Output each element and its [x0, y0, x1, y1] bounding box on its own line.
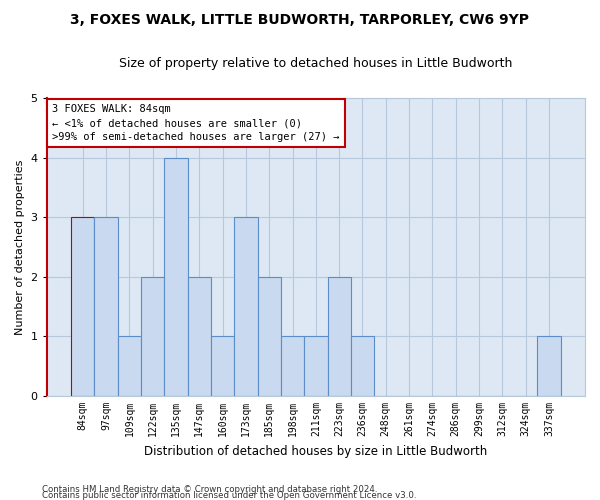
- Text: 3 FOXES WALK: 84sqm
← <1% of detached houses are smaller (0)
>99% of semi-detach: 3 FOXES WALK: 84sqm ← <1% of detached ho…: [52, 104, 340, 142]
- Title: Size of property relative to detached houses in Little Budworth: Size of property relative to detached ho…: [119, 58, 512, 70]
- Bar: [94, 218, 118, 396]
- Text: Contains HM Land Registry data © Crown copyright and database right 2024.: Contains HM Land Registry data © Crown c…: [42, 484, 377, 494]
- Text: Contains public sector information licensed under the Open Government Licence v3: Contains public sector information licen…: [42, 490, 416, 500]
- Text: 3, FOXES WALK, LITTLE BUDWORTH, TARPORLEY, CW6 9YP: 3, FOXES WALK, LITTLE BUDWORTH, TARPORLE…: [71, 12, 530, 26]
- Bar: [537, 336, 560, 396]
- Bar: [304, 336, 328, 396]
- Bar: [164, 158, 188, 396]
- Bar: [118, 336, 141, 396]
- X-axis label: Distribution of detached houses by size in Little Budworth: Distribution of detached houses by size …: [144, 444, 487, 458]
- Bar: [141, 277, 164, 396]
- Bar: [211, 336, 234, 396]
- Bar: [351, 336, 374, 396]
- Y-axis label: Number of detached properties: Number of detached properties: [15, 160, 25, 334]
- Bar: [328, 277, 351, 396]
- Bar: [188, 277, 211, 396]
- Bar: [71, 218, 94, 396]
- Bar: [257, 277, 281, 396]
- Bar: [281, 336, 304, 396]
- Bar: [234, 218, 257, 396]
